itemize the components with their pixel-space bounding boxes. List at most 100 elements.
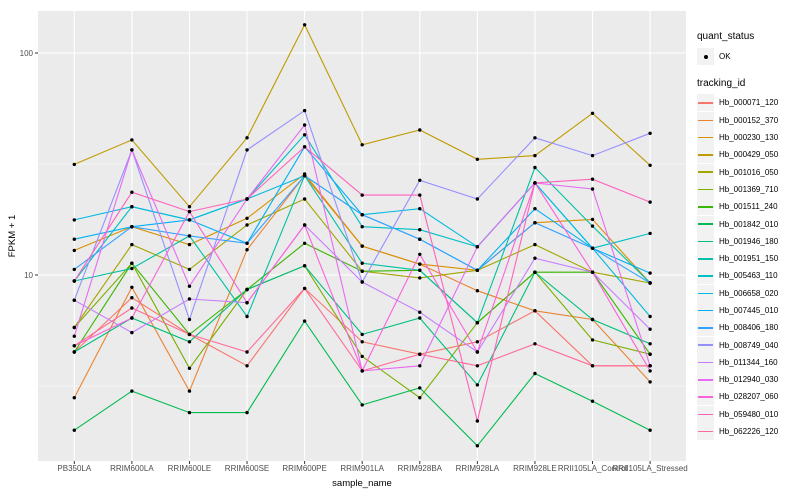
data-point [72, 344, 77, 348]
legend-item-label: OK [719, 52, 731, 62]
data-point [648, 380, 652, 384]
data-point [475, 364, 480, 368]
line-swatch-icon [697, 336, 714, 354]
data-point [418, 207, 422, 211]
data-point [648, 200, 652, 204]
data-point [360, 340, 364, 344]
data-point [533, 221, 537, 225]
data-point [533, 342, 537, 346]
data-point [302, 241, 307, 245]
data-point [648, 271, 652, 275]
data-point [533, 371, 537, 376]
legend-item: Hb_001016_050 [697, 163, 797, 181]
legend-tracking-items: Hb_000071_120 Hb_000152_370 Hb_000230_130 H… [697, 94, 797, 441]
data-point [590, 246, 595, 250]
series-color-line [698, 240, 713, 243]
data-point [130, 148, 134, 152]
x-axis-title: sample_name [332, 478, 392, 489]
line-swatch-icon [697, 232, 714, 250]
data-point [245, 410, 249, 415]
data-point [302, 286, 307, 291]
series-color-line [698, 327, 713, 329]
data-point [245, 364, 249, 368]
data-point [130, 330, 134, 335]
data-point [130, 190, 134, 194]
series-color-line [698, 361, 713, 364]
data-point [590, 224, 595, 228]
data-point [187, 242, 192, 247]
legend-item-ok: OK [697, 48, 797, 66]
series-color-line [698, 309, 713, 312]
line-swatch-icon [697, 284, 714, 302]
line-swatch-icon [697, 129, 714, 147]
legend-item-label: Hb_001511_240 [719, 202, 778, 212]
data-point [130, 261, 134, 265]
data-point [130, 266, 134, 271]
x-tick-label: RRIM928LE [513, 464, 557, 473]
data-point [245, 148, 249, 152]
data-point [302, 319, 307, 323]
data-point [475, 289, 480, 293]
data-point [418, 276, 422, 280]
line-swatch-icon [697, 353, 714, 371]
legend-item-label: Hb_007445_010 [719, 306, 779, 315]
line-swatch-icon [697, 215, 714, 233]
data-point [302, 197, 307, 201]
data-point [187, 317, 192, 322]
data-point [302, 133, 307, 137]
series-color-line [698, 188, 713, 191]
series-color-line [698, 430, 713, 433]
data-point [360, 354, 364, 359]
data-point [187, 332, 192, 337]
data-point [187, 366, 192, 370]
data-point [187, 340, 192, 344]
data-point [187, 209, 192, 214]
data-point [418, 193, 422, 197]
data-point [533, 136, 537, 140]
data-point [72, 218, 77, 222]
point-marker-icon [697, 48, 714, 66]
data-point [648, 352, 652, 356]
x-tick-label: RRIM600SE [225, 464, 269, 473]
data-point [590, 270, 595, 274]
data-point [302, 264, 307, 268]
legend-item: Hb_011344_160 [697, 353, 797, 371]
data-point [533, 270, 537, 274]
data-point [302, 123, 307, 127]
data-point [590, 177, 595, 181]
data-point [360, 403, 364, 407]
legend-item-label: Hb_001951_150 [719, 254, 779, 264]
data-point [245, 301, 249, 305]
data-point [590, 364, 595, 368]
data-point [245, 223, 249, 227]
legend-item-label: Hb_062226_120 [719, 427, 779, 437]
data-point [130, 296, 134, 300]
data-point [648, 369, 652, 373]
data-point [130, 389, 134, 393]
legend-item: Hb_001369_710 [697, 180, 797, 198]
x-tick-label: RRIM600LA [110, 464, 154, 473]
data-point [72, 248, 77, 253]
line-swatch-icon [697, 371, 714, 389]
data-point [418, 396, 422, 400]
data-point [648, 342, 652, 346]
data-point [418, 128, 422, 132]
legend-item: Hb_000071_120 [697, 94, 797, 112]
legend-item: Hb_062226_120 [697, 423, 797, 441]
line-swatch-icon [697, 267, 714, 285]
data-point [72, 237, 77, 241]
legend-item-label: Hb_028207_060 [719, 392, 779, 402]
data-point [302, 145, 307, 149]
series-color-line [698, 206, 713, 208]
data-point [245, 287, 249, 292]
data-point [130, 225, 134, 229]
data-point [72, 334, 77, 338]
data-point [590, 399, 595, 403]
data-point [360, 261, 364, 265]
legend-item: Hb_059480_010 [697, 405, 797, 423]
data-point [187, 205, 192, 209]
data-point [418, 228, 422, 232]
legend-item-label: Hb_000230_130 [719, 133, 779, 143]
data-point [648, 231, 652, 236]
